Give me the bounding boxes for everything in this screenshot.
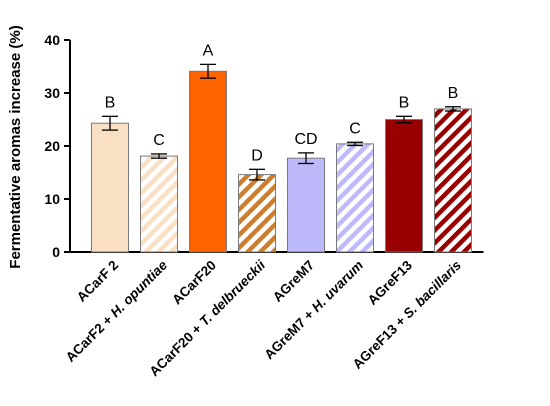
- significance-letter: B: [448, 85, 459, 102]
- significance-letter: C: [349, 120, 361, 137]
- significance-letter: B: [105, 94, 116, 111]
- category-label-6: AGreM7 + H. uvarum: [261, 258, 366, 363]
- bars: B C A D CD C B B: [91, 42, 472, 253]
- bar-1: [91, 122, 129, 253]
- axes: 0 10 20 30 40: [44, 32, 484, 260]
- category-label-7: AGreF13: [365, 257, 416, 308]
- category-label-3: ACarF20: [169, 258, 219, 308]
- significance-letter: D: [251, 147, 263, 164]
- y-tick-label: 0: [52, 244, 60, 260]
- significance-letter: B: [399, 94, 410, 111]
- bar-7: [385, 119, 423, 253]
- bar-4: [238, 174, 276, 253]
- category-label-2: ACarF2 + H. opuntiae: [63, 257, 171, 365]
- bar-8: [434, 108, 472, 253]
- significance-letter: A: [203, 42, 214, 59]
- category-label-1: ACarF 2: [74, 258, 121, 305]
- significance-letter: C: [153, 132, 165, 149]
- bar-6: [336, 143, 374, 253]
- bar-5: [287, 157, 325, 253]
- y-tick-label: 20: [44, 138, 60, 154]
- y-tick-label: 30: [44, 85, 60, 101]
- y-tick-label: 10: [44, 191, 60, 207]
- significance-letter: CD: [294, 131, 317, 148]
- y-tick-label: 40: [44, 32, 60, 48]
- bar-2: [140, 155, 178, 253]
- category-label-5: AGreM7: [270, 258, 317, 305]
- bar-3: [189, 70, 227, 253]
- y-axis-label: Fermentative aromas increase (%): [7, 25, 24, 268]
